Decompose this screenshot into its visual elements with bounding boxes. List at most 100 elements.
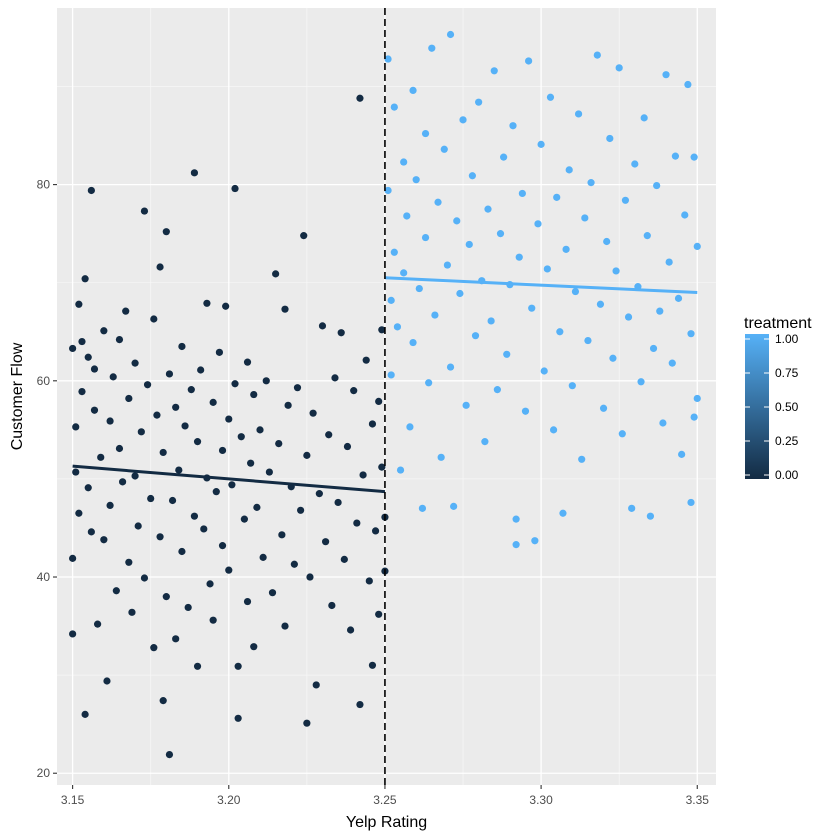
data-point: [278, 531, 286, 539]
data-point: [465, 240, 473, 249]
x-tick-label: 3.15: [61, 793, 85, 807]
data-point: [90, 406, 99, 414]
data-point: [100, 327, 108, 335]
data-point: [368, 420, 377, 428]
data-point: [159, 448, 167, 457]
x-tick-label: 3.20: [217, 793, 241, 807]
data-point: [190, 169, 199, 177]
data-point: [690, 413, 698, 421]
data-point: [265, 468, 273, 476]
data-point: [528, 304, 536, 312]
data-point: [225, 415, 233, 423]
y-tick-label: 40: [37, 570, 51, 584]
data-point: [350, 387, 358, 395]
data-point: [218, 446, 227, 455]
data-point: [328, 601, 336, 610]
data-point: [421, 233, 430, 242]
data-point: [624, 313, 633, 321]
data-point: [353, 519, 361, 527]
data-point: [375, 610, 383, 618]
data-point: [290, 560, 298, 568]
data-point: [340, 555, 348, 563]
data-point: [356, 94, 364, 102]
data-point: [190, 512, 199, 520]
x-tick-label: 3.25: [373, 793, 397, 807]
legend-tick-label: 0.00: [775, 468, 799, 482]
data-point: [390, 248, 398, 256]
data-point: [556, 328, 564, 336]
data-point: [587, 179, 595, 187]
data-point: [109, 373, 117, 381]
data-point: [515, 253, 523, 261]
data-point: [428, 44, 436, 52]
data-point: [293, 384, 302, 392]
data-point: [571, 287, 580, 296]
data-point: [653, 181, 661, 190]
data-point: [247, 459, 255, 467]
data-point: [534, 220, 542, 228]
data-point: [487, 317, 495, 325]
data-point: [331, 374, 339, 382]
data-point: [281, 622, 289, 630]
data-point: [400, 269, 408, 277]
data-point: [250, 643, 258, 651]
y-tick-label: 20: [37, 766, 51, 780]
data-point: [172, 403, 180, 411]
data-point: [612, 267, 620, 275]
data-point: [503, 350, 511, 358]
data-point: [275, 439, 283, 448]
data-point: [646, 512, 655, 520]
data-point: [250, 390, 258, 399]
data-point: [75, 300, 83, 308]
data-point: [609, 354, 617, 362]
x-axis-title: Yelp Rating: [346, 814, 427, 831]
data-point: [371, 527, 380, 535]
legend-title: treatment: [744, 315, 812, 332]
data-point: [150, 315, 158, 323]
data-point: [693, 242, 701, 250]
y-axis-title: Customer Flow: [9, 342, 26, 450]
data-point: [234, 662, 242, 670]
data-point: [128, 608, 136, 616]
data-point: [300, 232, 308, 240]
data-point: [262, 377, 270, 385]
data-point: [384, 186, 392, 195]
legend-tick-label: 0.50: [775, 400, 799, 414]
data-point: [69, 344, 77, 353]
data-point: [621, 196, 630, 204]
data-point: [387, 371, 395, 379]
data-point: [537, 140, 545, 148]
data-point: [546, 93, 555, 101]
data-point: [156, 533, 164, 541]
data-point: [643, 232, 651, 240]
data-point: [297, 506, 305, 514]
data-point: [306, 573, 314, 581]
data-point: [115, 336, 124, 344]
data-point: [281, 305, 289, 313]
data-point: [178, 342, 186, 351]
data-point: [490, 67, 498, 75]
x-axis-ticks: 3.15 3.20 3.25 3.30 3.35: [61, 785, 709, 807]
data-point: [69, 630, 77, 638]
data-point: [553, 193, 561, 201]
data-point: [446, 30, 455, 39]
data-point: [187, 386, 195, 394]
data-point: [440, 145, 448, 153]
data-point: [493, 386, 501, 394]
data-point: [137, 428, 145, 436]
data-point: [72, 468, 80, 476]
data-point: [671, 152, 680, 160]
data-point: [403, 212, 411, 220]
data-point: [237, 433, 245, 441]
data-point: [665, 258, 673, 266]
data-point: [446, 363, 455, 371]
data-point: [181, 422, 189, 430]
data-point: [103, 677, 111, 685]
data-point: [359, 471, 367, 479]
data-point: [84, 353, 92, 361]
data-point: [112, 587, 120, 595]
data-point: [72, 423, 80, 431]
data-point: [418, 504, 427, 512]
data-point: [421, 129, 430, 138]
data-points: [69, 30, 701, 759]
